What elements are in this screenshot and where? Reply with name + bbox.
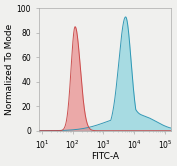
X-axis label: FITC-A: FITC-A (91, 152, 119, 161)
Y-axis label: Normalized To Mode: Normalized To Mode (5, 24, 14, 115)
